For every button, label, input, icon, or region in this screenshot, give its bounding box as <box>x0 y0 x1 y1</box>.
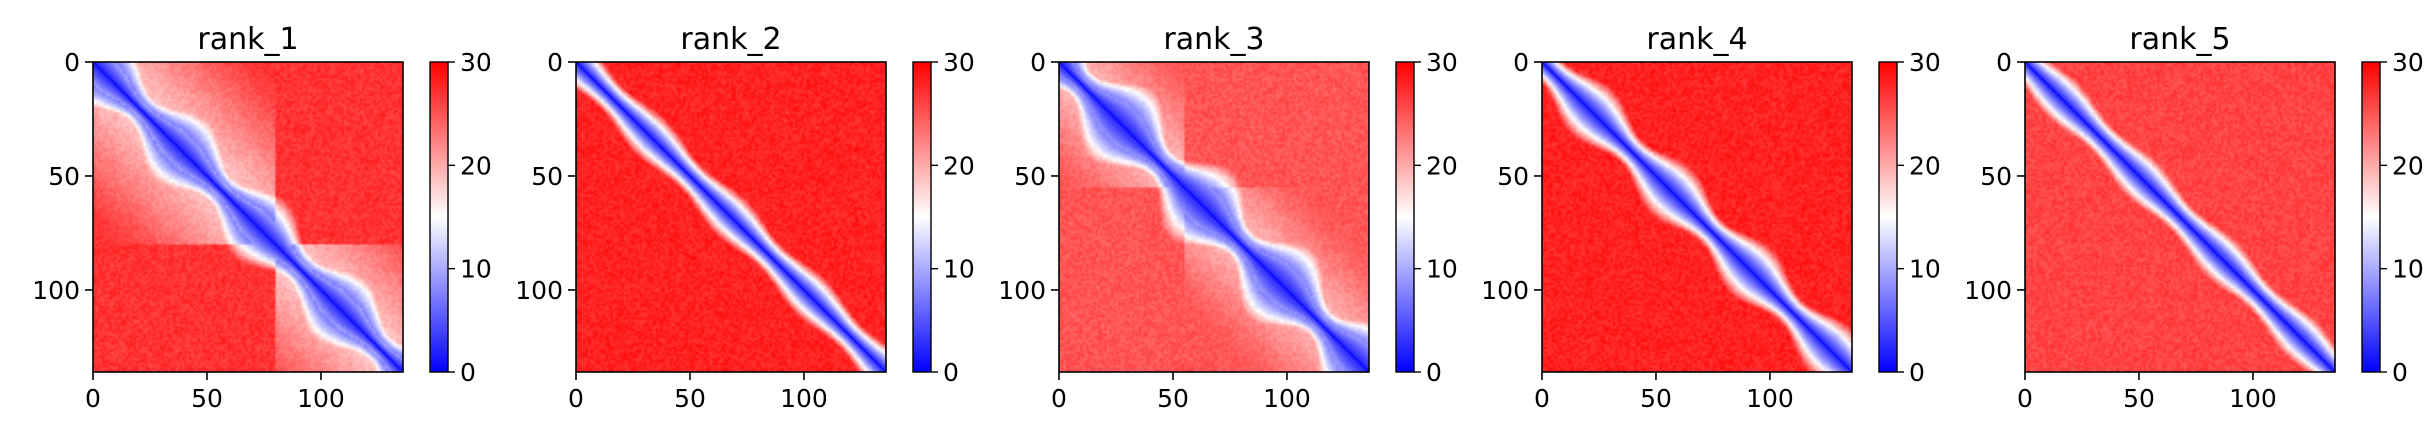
heatmap-panel-5: rank_5 0 50 100 0 50 100 0 10 20 30 <box>1964 22 2424 413</box>
colorbar-tick-label: 10 <box>460 255 492 284</box>
y-tick-label: 50 <box>1497 162 1529 191</box>
colorbar-tick-label: 10 <box>1426 255 1458 284</box>
y-tick-label: 0 <box>547 48 563 77</box>
colorbar-tick-label: 20 <box>2392 151 2424 180</box>
heatmap-title: rank_2 <box>680 22 781 57</box>
colorbar-tick-label: 20 <box>1909 151 1941 180</box>
y-tick-label: 100 <box>1481 276 1529 305</box>
y-tick-label: 50 <box>1980 162 2012 191</box>
colorbar <box>1879 62 1897 372</box>
x-tick-label: 0 <box>1051 384 1067 413</box>
y-tick-label: 0 <box>1513 48 1529 77</box>
y-tick-label: 100 <box>32 276 80 305</box>
heatmap-title: rank_3 <box>1163 22 1264 57</box>
x-tick-label: 50 <box>191 384 223 413</box>
colorbar <box>1396 62 1414 372</box>
colorbar-tick-label: 0 <box>1909 358 1925 387</box>
colorbar-tick-label: 0 <box>2392 358 2408 387</box>
x-tick-label: 100 <box>780 384 828 413</box>
colorbar-tick-label: 10 <box>2392 255 2424 284</box>
y-tick-label: 0 <box>64 48 80 77</box>
heatmap-image <box>93 62 403 372</box>
colorbar <box>2362 62 2380 372</box>
colorbar-tick-label: 20 <box>943 151 975 180</box>
colorbar-tick-label: 30 <box>1426 48 1458 77</box>
x-tick-label: 0 <box>568 384 584 413</box>
x-tick-label: 0 <box>85 384 101 413</box>
heatmap-panel-4: rank_4 0 50 100 0 50 100 0 10 20 30 <box>1481 22 1941 413</box>
y-tick-label: 100 <box>998 276 1046 305</box>
colorbar-tick-label: 10 <box>943 255 975 284</box>
x-tick-label: 100 <box>1746 384 1794 413</box>
x-tick-label: 50 <box>1640 384 1672 413</box>
x-tick-label: 100 <box>2229 384 2277 413</box>
colorbar <box>430 62 448 372</box>
y-tick-label: 50 <box>48 162 80 191</box>
heatmap-title: rank_5 <box>2129 22 2230 57</box>
x-tick-label: 50 <box>2123 384 2155 413</box>
x-tick-label: 50 <box>674 384 706 413</box>
colorbar-tick-label: 0 <box>943 358 959 387</box>
colorbar-tick-label: 0 <box>1426 358 1442 387</box>
x-tick-label: 0 <box>1534 384 1550 413</box>
heatmap-title: rank_4 <box>1646 22 1747 57</box>
y-tick-label: 50 <box>531 162 563 191</box>
colorbar-tick-label: 0 <box>460 358 476 387</box>
colorbar-tick-label: 30 <box>460 48 492 77</box>
x-tick-label: 50 <box>1157 384 1189 413</box>
x-tick-label: 100 <box>297 384 345 413</box>
heatmap-image <box>576 62 886 372</box>
colorbar-tick-label: 30 <box>1909 48 1941 77</box>
heatmap-image <box>1542 62 1852 372</box>
y-tick-label: 0 <box>1996 48 2012 77</box>
y-tick-label: 0 <box>1030 48 1046 77</box>
heatmap-panel-1: rank_1 0 50 100 0 50 100 0 10 20 30 <box>32 22 492 413</box>
colorbar <box>913 62 931 372</box>
x-tick-label: 100 <box>1263 384 1311 413</box>
y-tick-label: 50 <box>1014 162 1046 191</box>
y-tick-label: 100 <box>515 276 563 305</box>
colorbar-tick-label: 30 <box>943 48 975 77</box>
colorbar-tick-label: 10 <box>1909 255 1941 284</box>
colorbar-tick-label: 20 <box>1426 151 1458 180</box>
heatmap-panel-3: rank_3 0 50 100 0 50 100 0 10 20 30 <box>998 22 1458 413</box>
heatmap-image <box>1059 62 1369 372</box>
heatmap-panel-2: rank_2 0 50 100 0 50 100 0 10 20 30 <box>515 22 975 413</box>
x-tick-label: 0 <box>2017 384 2033 413</box>
heatmap-title: rank_1 <box>197 22 298 57</box>
colorbar-tick-label: 30 <box>2392 48 2424 77</box>
heatmap-image <box>2025 62 2335 372</box>
y-tick-label: 100 <box>1964 276 2012 305</box>
colorbar-tick-label: 20 <box>460 151 492 180</box>
